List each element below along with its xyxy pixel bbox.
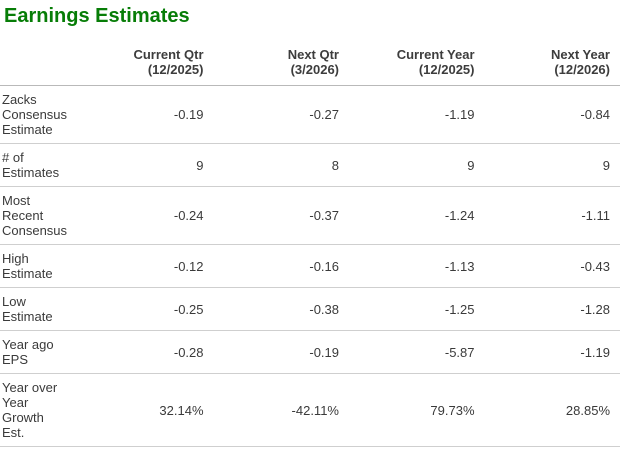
cell-value: -1.11 — [484, 186, 620, 245]
cell-value: -1.28 — [484, 287, 620, 331]
cell-value: -0.25 — [78, 287, 214, 331]
header-current-year: Current Year (12/2025) — [349, 47, 485, 86]
cell-value: 79.73% — [349, 373, 485, 447]
cell-value: -1.24 — [349, 186, 485, 245]
row-most-recent-consensus: Most Recent Consensus -0.24 -0.37 -1.24 … — [0, 186, 620, 245]
header-empty — [0, 47, 78, 86]
cell-value: -0.38 — [213, 287, 349, 331]
row-label: Year over Year Growth Est. — [0, 373, 78, 447]
cell-value: -0.28 — [78, 330, 214, 374]
cell-value: -1.25 — [349, 287, 485, 331]
cell-value: -1.19 — [349, 85, 485, 144]
row-low-estimate: Low Estimate -0.25 -0.38 -1.25 -1.28 — [0, 287, 620, 331]
cell-value: 32.14% — [78, 373, 214, 447]
cell-value: -0.37 — [213, 186, 349, 245]
cell-value: 9 — [484, 143, 620, 187]
cell-value: -0.16 — [213, 244, 349, 288]
row-label: Most Recent Consensus — [0, 186, 78, 245]
cell-value: -0.19 — [213, 330, 349, 374]
row-label: Zacks Consensus Estimate — [0, 85, 78, 144]
cell-value: 8 — [213, 143, 349, 187]
cell-value: 9 — [349, 143, 485, 187]
row-high-estimate: High Estimate -0.12 -0.16 -1.13 -0.43 — [0, 244, 620, 288]
cell-value: -0.84 — [484, 85, 620, 144]
header-row: Current Qtr (12/2025) Next Qtr (3/2026) … — [0, 47, 620, 86]
row-zacks-consensus-estimate: Zacks Consensus Estimate -0.19 -0.27 -1.… — [0, 85, 620, 144]
cell-value: -0.27 — [213, 85, 349, 144]
row-label: Year ago EPS — [0, 330, 78, 374]
cell-value: 28.85% — [484, 373, 620, 447]
cell-value: 9 — [78, 143, 214, 187]
cell-value: -0.19 — [78, 85, 214, 144]
cell-value: -1.19 — [484, 330, 620, 374]
header-current-qtr: Current Qtr (12/2025) — [78, 47, 214, 86]
earnings-estimates-table: Current Qtr (12/2025) Next Qtr (3/2026) … — [0, 47, 620, 447]
header-next-year: Next Year (12/2026) — [484, 47, 620, 86]
row-label: High Estimate — [0, 244, 78, 288]
row-year-over-year-growth-est: Year over Year Growth Est. 32.14% -42.11… — [0, 373, 620, 447]
cell-value: -5.87 — [349, 330, 485, 374]
row-label: Low Estimate — [0, 287, 78, 331]
row-num-estimates: # of Estimates 9 8 9 9 — [0, 143, 620, 187]
cell-value: -42.11% — [213, 373, 349, 447]
cell-value: -0.24 — [78, 186, 214, 245]
row-label: # of Estimates — [0, 143, 78, 187]
cell-value: -1.13 — [349, 244, 485, 288]
row-year-ago-eps: Year ago EPS -0.28 -0.19 -5.87 -1.19 — [0, 330, 620, 374]
page-title: Earnings Estimates — [4, 5, 190, 27]
cell-value: -0.43 — [484, 244, 620, 288]
header-next-qtr: Next Qtr (3/2026) — [213, 47, 349, 86]
cell-value: -0.12 — [78, 244, 214, 288]
